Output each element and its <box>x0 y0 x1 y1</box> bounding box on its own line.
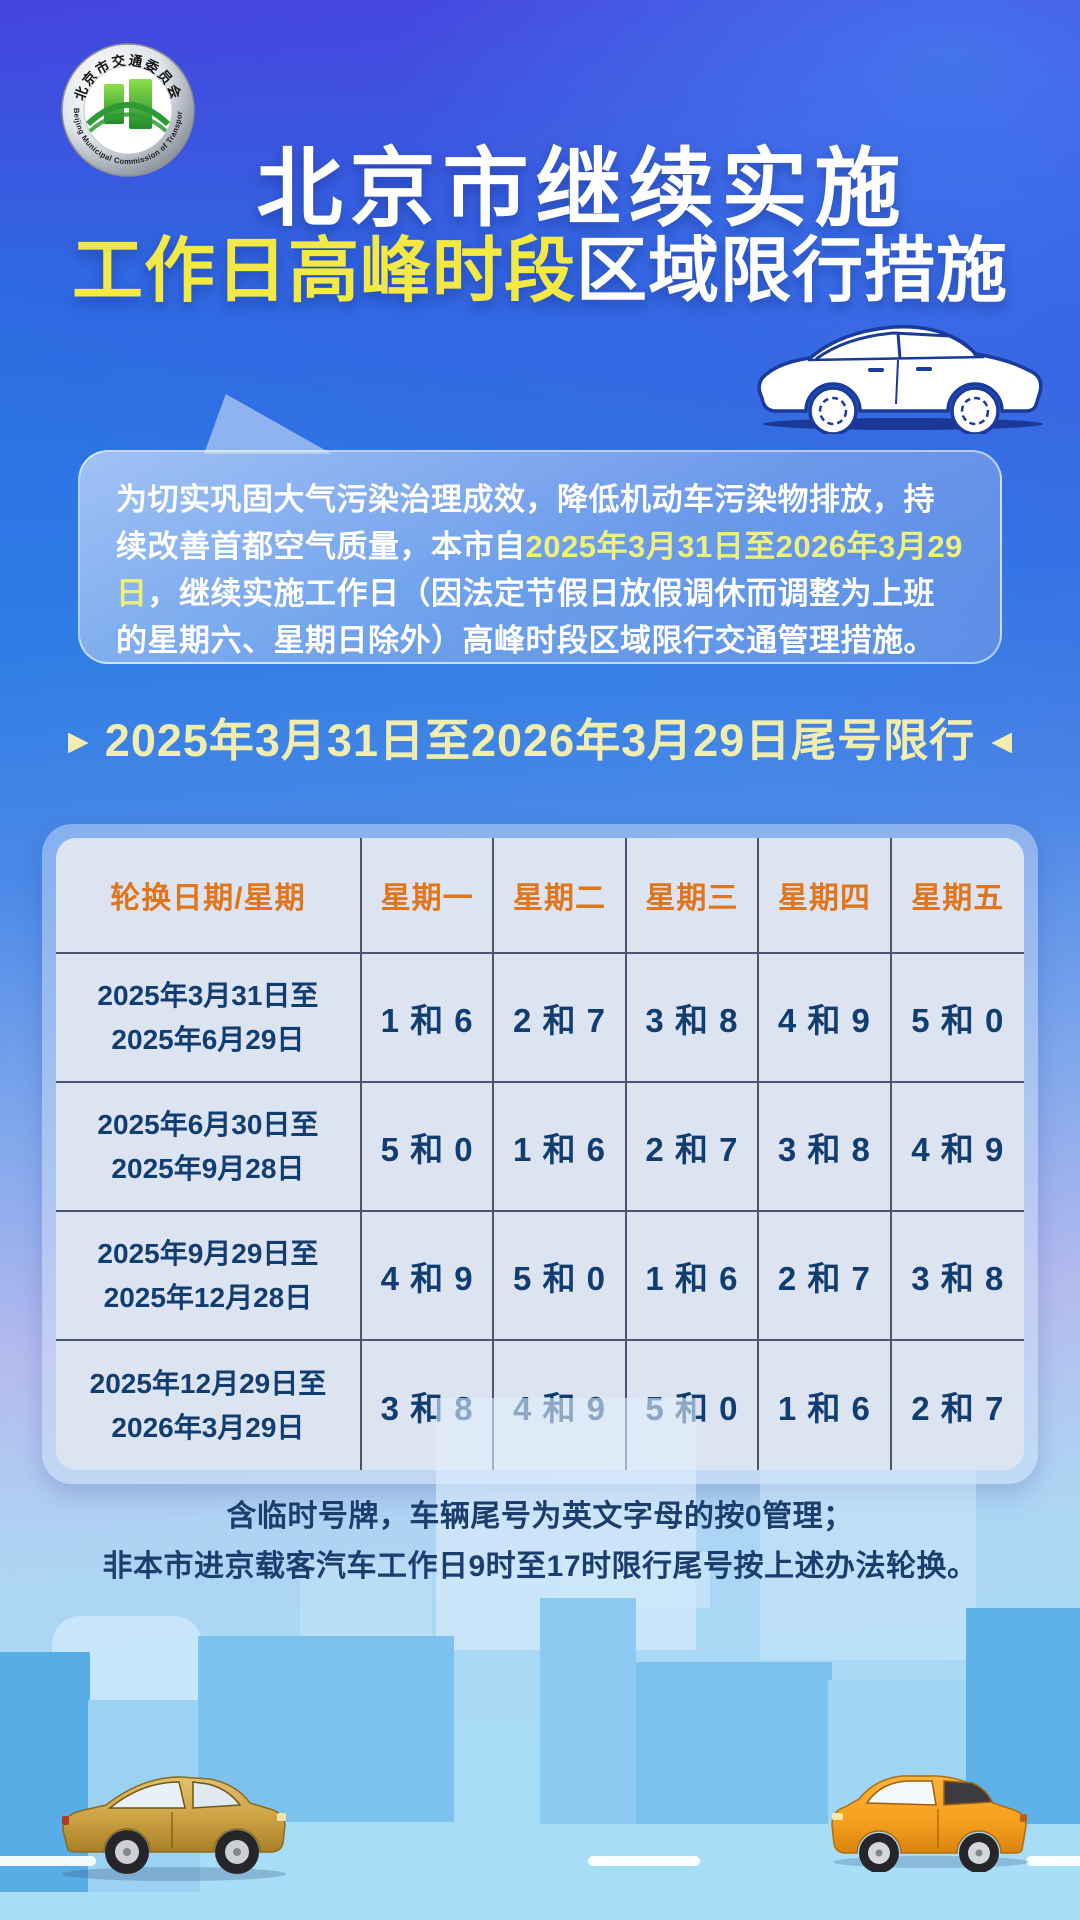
restriction-table: 轮换日期/星期 星期一 星期二 星期三 星期四 星期五 2025年3月31日至 … <box>56 838 1024 1470</box>
table-row-period: 2025年6月30日至 2025年9月28日 <box>56 1083 362 1212</box>
table-cell: 4 和 9 <box>361 1212 495 1341</box>
table-cell: 1 和 6 <box>626 1212 760 1341</box>
table-row-period: 2025年12月29日至 2026年3月29日 <box>56 1341 362 1470</box>
logo-seal-icon: 北京市交通委员会 Beijing Municipal Commission of… <box>59 35 195 177</box>
table-cell: 2 和 7 <box>759 1212 892 1341</box>
table-cell: 3 和 8 <box>891 1212 1024 1341</box>
faint-building <box>760 1470 976 1660</box>
period-line2: 2025年12月28日 <box>103 1281 313 1313</box>
white-sedan-outline-illustration <box>748 312 1058 436</box>
heading-right-arrow-icon: ◀ <box>991 726 1012 756</box>
gold-sedan-illustration <box>52 1750 296 1886</box>
table-cell: 1 和 6 <box>759 1341 892 1470</box>
title-rest: 区域限行措施 <box>576 232 1009 311</box>
table-row-period: 2025年9月29日至 2025年12月28日 <box>56 1212 362 1341</box>
col-header-thursday: 星期四 <box>759 838 892 954</box>
orange-hatchback-illustration <box>824 1754 1038 1873</box>
table-cell: 3 和 8 <box>626 954 760 1083</box>
period-line2: 2025年9月28日 <box>111 1152 305 1184</box>
skyline-building <box>966 1608 1080 1824</box>
intro-text-pre: 为切实巩固大气污染治理成效，降低机动车污染物排放，持续改善首都空气质量，本市自 <box>116 482 935 564</box>
poster-title-line2: 工作日高峰时段区域限行措施 <box>0 214 1080 316</box>
period-line1: 2025年12月29日至 <box>89 1367 327 1399</box>
table-cell: 1 和 6 <box>361 954 495 1083</box>
period-line2: 2025年6月29日 <box>111 1023 305 1055</box>
intro-date-highlight: 2025年3月31日至2026年3月29日 <box>116 529 963 611</box>
table-cell: 2 和 7 <box>911 1389 1005 1427</box>
col-header-friday: 星期五 <box>891 838 1024 954</box>
restriction-table-container: 轮换日期/星期 星期一 星期二 星期三 星期四 星期五 2025年3月31日至 … <box>42 824 1038 1484</box>
skyline-building <box>636 1662 832 1824</box>
road-marking <box>1026 1856 1080 1866</box>
table-cell: 3 和 8 <box>759 1083 892 1212</box>
table-row-period: 2025年3月31日至 2025年6月29日 <box>56 954 362 1083</box>
period-line1: 2025年3月31日至 <box>97 979 319 1011</box>
footnote-line1: 含临时号牌，车辆尾号为英文字母的按0管理； <box>226 1500 854 1533</box>
tail-number-heading: ▶ 2025年3月31日至2026年3月29日尾号限行 ◀ <box>0 704 1080 769</box>
table-cell: 4 和 9 <box>759 954 892 1083</box>
title-highlight: 工作日高峰时段 <box>71 232 576 311</box>
col-header-monday: 星期一 <box>361 838 495 954</box>
road-marking <box>0 1856 96 1866</box>
period-line1: 2025年6月30日至 <box>97 1108 319 1140</box>
col-header-tuesday: 星期二 <box>494 838 627 954</box>
table-cell: 5 和 0 <box>494 1212 627 1341</box>
skyline-building <box>540 1598 636 1824</box>
heading-left-arrow-icon: ▶ <box>68 726 89 756</box>
heading-text: 2025年3月31日至2026年3月29日尾号限行 <box>104 715 976 766</box>
col-header-wednesday: 星期三 <box>626 838 760 954</box>
intro-text-post: ，继续实施工作日（因法定节假日放假调休而调整为上班的星期六、星期日除外）高峰时段… <box>116 576 935 658</box>
skyline-building <box>198 1636 454 1822</box>
table-cell: 2 和 7 <box>494 954 627 1083</box>
table-cell: 1 和 6 <box>494 1083 627 1212</box>
table-cell: 5 和 0 <box>891 954 1024 1083</box>
table-cell: 5 和 0 <box>361 1083 495 1212</box>
period-line2: 2026年3月29日 <box>111 1411 305 1443</box>
footnote-line2: 非本市进京载客汽车工作日9时至17时限行尾号按上述办法轮换。 <box>102 1550 978 1583</box>
road-marking <box>588 1856 700 1866</box>
period-line1: 2025年9月29日至 <box>97 1237 319 1269</box>
table-cell: 2 和 7 <box>626 1083 760 1212</box>
footnotes: 含临时号牌，车辆尾号为英文字母的按0管理； 非本市进京载客汽车工作日9时至17时… <box>0 1492 1080 1592</box>
transport-commission-logo: 北京市交通委员会 Beijing Municipal Commission of… <box>59 35 196 178</box>
poster-title-line1: 北京市继续实施 <box>256 141 908 237</box>
table-cell: 4 和 9 <box>891 1083 1024 1212</box>
speech-bubble-tail <box>204 394 332 454</box>
col-header-period: 轮换日期/星期 <box>56 838 362 954</box>
intro-text-panel: 为切实巩固大气污染治理成效，降低机动车污染物排放，持续改善首都空气质量，本市自2… <box>78 450 1002 664</box>
